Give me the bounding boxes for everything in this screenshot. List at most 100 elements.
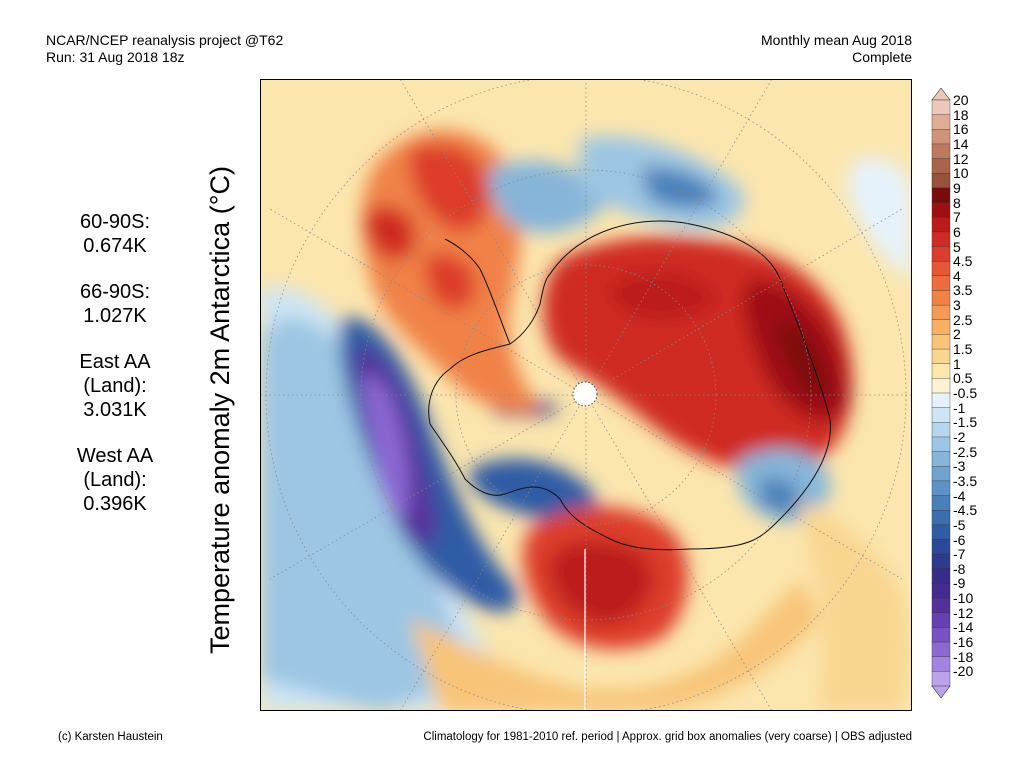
colorbar-tick-label: -0.5 [953,385,978,401]
colorbar-tick-label: 8 [953,194,961,211]
colorbar-tick-label: -16 [953,634,974,651]
colorbar-swatch [931,187,951,204]
colorbar-tick-label: 16 [953,121,969,138]
colorbar-swatch [931,246,951,262]
colorbar-swatch [931,480,951,497]
colorbar-tick-label: 1.5 [953,341,973,358]
colorbar-tick-label: -10 [953,590,974,607]
colorbar-tick-label: 12 [953,150,969,167]
colorbar-tick-label: -12 [953,604,974,621]
colorbar-swatch [931,363,951,379]
colorbar-tick-label: 2 [953,326,961,343]
colorbar-swatch [931,568,951,585]
colorbar-tick-label: -20 [953,663,974,680]
colorbar-tick-label: -6 [953,531,966,548]
colorbar-tick-label: 4 [953,267,961,284]
y-axis-label: Temperature anomaly 2m Antarctica (°C) [205,166,235,654]
colorbar-swatch [931,641,951,658]
colorbar-swatch [931,524,951,541]
stat-value: 1.027K [83,305,147,327]
map-frame [260,79,912,711]
colorbar-swatch [931,290,951,306]
stat-label: West AA (Land): [76,445,154,491]
colorbar-swatch [931,407,951,423]
stat-label: 66-90S: [79,281,151,303]
colorbar-swatch [931,597,951,614]
stat-60-90s: 60-90S: 0.674K [60,210,170,258]
colorbar-tick-label: -1.5 [953,414,978,431]
colorbar-tick-label: -3.5 [953,472,978,489]
colorbar-swatch [931,466,951,482]
colorbar-tick-label: -1 [953,399,966,416]
colorbar-tick-label: -4.5 [953,502,978,519]
header-left: NCAR/NCEP reanalysis project @T62 Run: 3… [46,32,283,66]
colorbar-tick-label: 9 [953,179,961,196]
stat-east-aa: East AA (Land): 3.031K [60,350,170,422]
colorbar-tick-label: 5 [953,238,961,255]
region-stats: 60-90S: 0.674K 66-90S: 1.027K East AA (L… [60,210,170,538]
colorbar-tick-label: -14 [953,619,974,636]
colorbar-tick-label: 1 [953,355,961,372]
colorbar-tick-label: 18 [953,106,969,123]
colorbar-swatch [931,334,951,350]
colorbar-swatch [931,451,951,467]
colorbar-swatch [931,627,951,643]
colorbar-tick-label: 10 [953,165,969,182]
colorbar-swatch [931,422,951,438]
colorbar [931,88,951,698]
colorbar-swatch [931,612,951,629]
colorbar-swatch [931,143,951,160]
colorbar-tick-label: 6 [953,223,961,240]
colorbar-swatch [931,202,951,218]
colorbar-swatch [931,495,951,511]
peninsula-coastline [444,238,511,345]
footnote: Climatology for 1981-2010 ref. period | … [423,731,912,743]
graticule [260,79,912,711]
colorbar-swatch [931,553,951,570]
colorbar-swatch [931,158,951,174]
colorbar-tick-label: -3 [953,458,966,475]
status-text: Complete [852,49,912,65]
colorbar-swatch [931,260,951,277]
colorbar-tick-label: 14 [953,135,969,152]
colorbar-swatch [931,216,951,233]
colorbar-tick-label: -2.5 [953,443,978,460]
colorbar-swatch [931,319,951,336]
stat-label: East AA (Land): [79,351,151,397]
colorbar-tick-label: 3.5 [953,282,973,299]
colorbar-swatch [931,348,951,365]
colorbar-tick-label: 20 [953,92,969,108]
copyright: (c) Karsten Haustein [58,731,163,743]
stat-66-90s: 66-90S: 1.027K [60,280,170,328]
colorbar-tick-label: -9 [953,575,966,592]
antarctica-coastline [428,220,831,551]
colorbar-swatch [931,304,951,321]
stat-west-aa: West AA (Land): 0.396K [60,444,170,516]
run-time: Run: 31 Aug 2018 18z [46,49,185,65]
colorbar-swatch [931,99,951,116]
anomaly-map [260,79,912,711]
colorbar-tick-label: 2.5 [953,311,973,328]
colorbar-swatch [931,173,951,189]
colorbar-tick-label: -5 [953,516,966,533]
stat-value: 0.396K [83,493,147,515]
colorbar-tick-label: -2 [953,428,966,445]
stat-label: 60-90S: [79,211,151,233]
colorbar-swatch [931,275,951,292]
stat-value: 0.674K [83,235,147,257]
colorbar-cap-top [931,88,951,101]
colorbar-tick-label: -4 [953,487,966,504]
colorbar-tick-label: -18 [953,648,974,665]
anomaly-field [260,130,912,711]
colorbar-swatch [931,378,951,394]
colorbar-tick-label: 0.5 [953,370,973,387]
colorbar-swatch [931,656,951,672]
colorbar-tick-label: -7 [953,546,966,563]
period-title: Monthly mean Aug 2018 [761,32,912,48]
stat-value: 3.031K [83,399,147,421]
colorbar-swatch [931,392,951,409]
colorbar-swatch [931,671,951,687]
colorbar-swatch [931,436,951,453]
colorbar-swatch [931,539,951,555]
colorbar-tick-label: -8 [953,560,966,577]
